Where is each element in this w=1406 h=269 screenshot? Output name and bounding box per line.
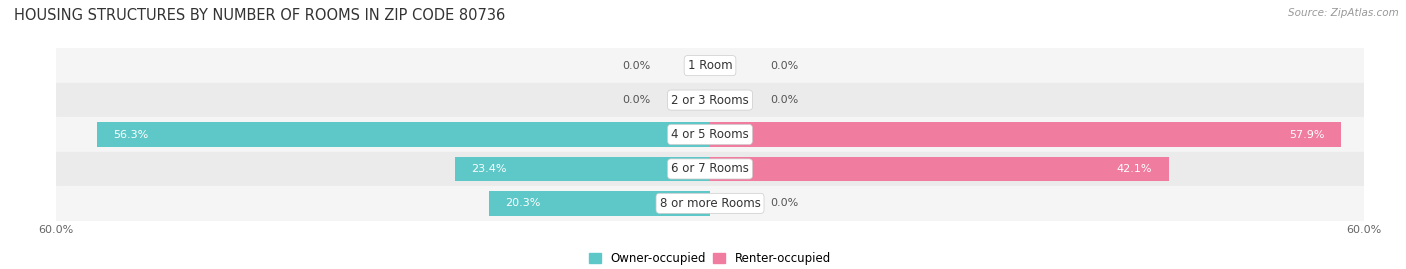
Text: 4 or 5 Rooms: 4 or 5 Rooms — [671, 128, 749, 141]
Bar — [56, 83, 1364, 117]
Text: 8 or more Rooms: 8 or more Rooms — [659, 197, 761, 210]
Text: 6 or 7 Rooms: 6 or 7 Rooms — [671, 162, 749, 175]
Text: 57.9%: 57.9% — [1289, 129, 1324, 140]
Bar — [97, 122, 710, 147]
Text: 23.4%: 23.4% — [471, 164, 508, 174]
Text: 1 Room: 1 Room — [688, 59, 733, 72]
Bar — [56, 152, 1364, 186]
Bar — [710, 157, 1168, 181]
Text: 56.3%: 56.3% — [112, 129, 148, 140]
Text: 0.0%: 0.0% — [621, 61, 650, 71]
Bar — [56, 48, 1364, 83]
Text: 0.0%: 0.0% — [770, 61, 799, 71]
Text: 0.0%: 0.0% — [621, 95, 650, 105]
Text: 0.0%: 0.0% — [770, 95, 799, 105]
Bar — [456, 157, 710, 181]
Bar — [489, 191, 710, 216]
Bar — [710, 122, 1341, 147]
Text: Source: ZipAtlas.com: Source: ZipAtlas.com — [1288, 8, 1399, 18]
Bar — [56, 186, 1364, 221]
Text: 42.1%: 42.1% — [1116, 164, 1153, 174]
Legend: Owner-occupied, Renter-occupied: Owner-occupied, Renter-occupied — [585, 247, 835, 269]
Bar — [56, 117, 1364, 152]
Text: 2 or 3 Rooms: 2 or 3 Rooms — [671, 94, 749, 107]
Text: HOUSING STRUCTURES BY NUMBER OF ROOMS IN ZIP CODE 80736: HOUSING STRUCTURES BY NUMBER OF ROOMS IN… — [14, 8, 505, 23]
Text: 0.0%: 0.0% — [770, 198, 799, 208]
Text: 20.3%: 20.3% — [505, 198, 540, 208]
